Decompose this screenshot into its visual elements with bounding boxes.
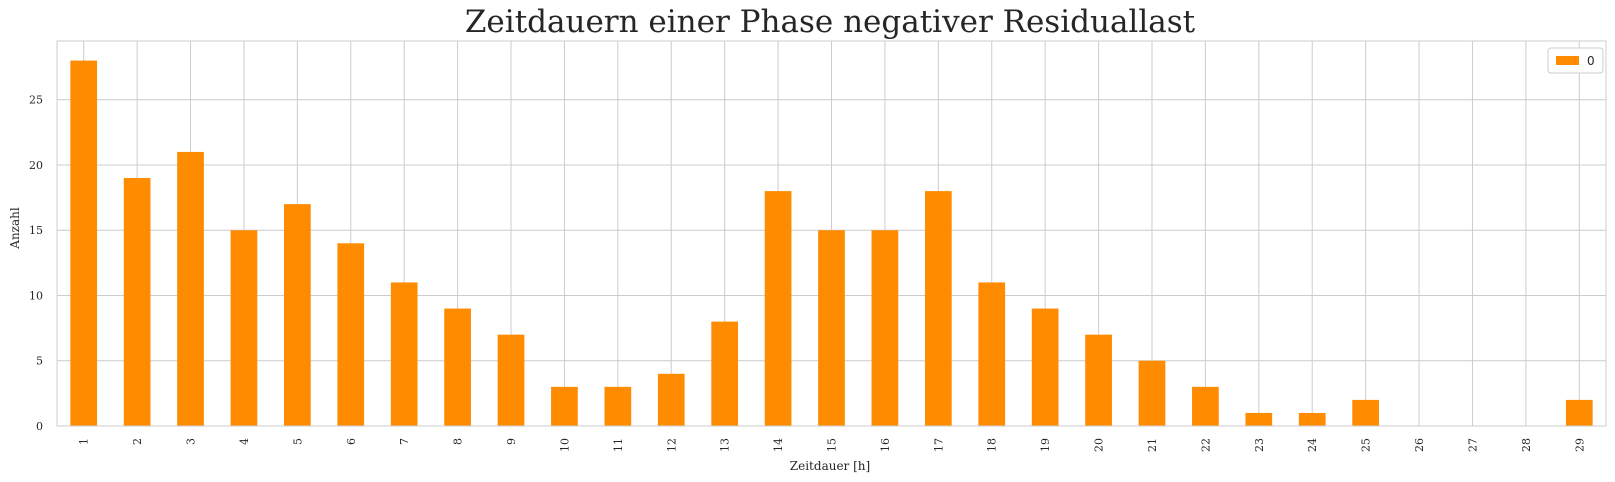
legend-label: 0: [1587, 54, 1595, 68]
x-tick-label: 24: [1306, 438, 1319, 452]
x-axis-label: Zeitdauer [h]: [790, 459, 870, 473]
x-tick-label: 27: [1466, 438, 1479, 452]
bar-15: [818, 230, 845, 426]
x-tick-label: 2: [131, 438, 144, 445]
x-tick-label: 7: [398, 438, 411, 445]
x-tick-label: 10: [558, 438, 571, 452]
x-tick-label: 29: [1573, 438, 1586, 452]
y-tick-label: 10: [29, 289, 43, 302]
y-tick-label: 0: [36, 420, 43, 433]
x-axis-ticks: 1 2 3 4 5 6 7 8 9 10 11 12 13 14 15 16 17 18 19 20 21 22 23 24 2…: [78, 438, 1587, 452]
bar-7: [390, 282, 418, 426]
chart-title: Zeitdauern einer Phase negativer Residua…: [465, 4, 1196, 40]
x-tick-label: 13: [719, 438, 732, 452]
bar-5: [284, 204, 311, 426]
x-tick-label: 23: [1253, 438, 1266, 452]
bar-8: [444, 308, 471, 426]
x-tick-label: 17: [932, 438, 945, 452]
y-tick-label: 25: [29, 94, 43, 107]
bar-11: [604, 386, 632, 426]
x-tick-label: 26: [1413, 438, 1426, 452]
plot-frame: [56, 40, 1607, 427]
bar-24: [1298, 412, 1326, 426]
bar-13: [711, 321, 739, 426]
bar-4: [230, 230, 258, 426]
x-tick-label: 6: [345, 438, 358, 445]
y-axis-ticks: 0 5 10 15 20 25: [29, 94, 43, 433]
bar-12: [657, 373, 685, 426]
legend: 0: [1547, 47, 1604, 74]
x-tick-label: 8: [452, 438, 465, 445]
bar-22: [1192, 386, 1219, 426]
x-tick-label: 3: [185, 438, 198, 445]
x-tick-label: 22: [1199, 438, 1212, 452]
bar-19: [1031, 308, 1059, 426]
bar-3: [177, 151, 204, 427]
bar-10: [551, 386, 578, 426]
x-tick-label: 4: [238, 438, 251, 445]
y-tick-label: 20: [29, 159, 43, 172]
bar-1: [70, 60, 98, 427]
bar-14: [764, 191, 792, 426]
x-tick-label: 11: [612, 438, 625, 452]
bar-20: [1085, 334, 1112, 426]
x-tick-label: 20: [1093, 438, 1106, 452]
x-tick-label: 15: [826, 438, 839, 452]
legend-swatch: [1556, 56, 1579, 65]
x-tick-label: 16: [879, 438, 892, 452]
bar-17: [924, 191, 952, 426]
bars-layer: [70, 60, 1593, 427]
y-axis-label: Anzahl: [8, 207, 22, 250]
bar-2: [123, 178, 151, 426]
bar-23: [1245, 412, 1273, 426]
x-tick-label: 5: [291, 438, 304, 445]
x-tick-label: 1: [78, 438, 91, 445]
y-tick-label: 5: [36, 355, 43, 368]
bar-29: [1565, 399, 1593, 426]
x-tick-label: 19: [1039, 438, 1052, 452]
x-tick-label: 9: [505, 438, 518, 445]
bar-18: [978, 282, 1006, 426]
x-tick-label: 14: [772, 438, 785, 452]
bar-25: [1352, 399, 1379, 426]
x-tick-label: 18: [986, 438, 999, 452]
bar-21: [1138, 360, 1166, 426]
bar-16: [871, 230, 899, 426]
bar-6: [337, 243, 365, 426]
x-tick-label: 21: [1146, 438, 1159, 452]
x-tick-label: 25: [1360, 438, 1373, 452]
x-tick-label: 28: [1520, 438, 1533, 452]
x-tick-label: 12: [665, 438, 678, 452]
bar-9: [497, 334, 525, 426]
y-tick-label: 15: [29, 224, 43, 237]
